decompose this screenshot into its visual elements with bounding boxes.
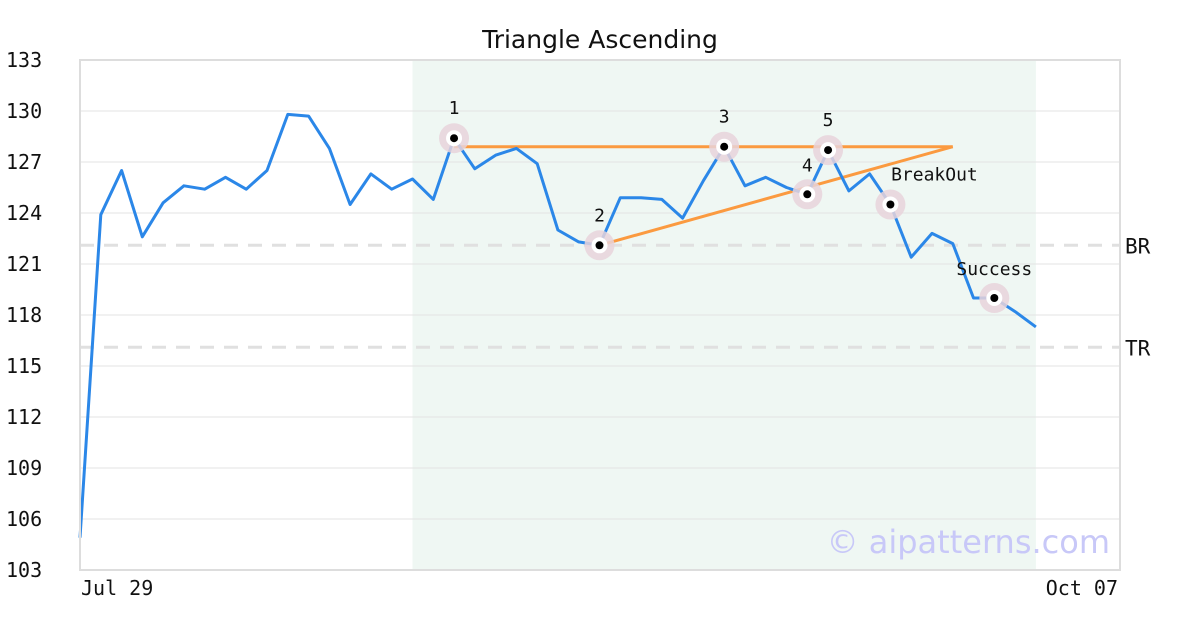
marker-dot <box>824 146 833 155</box>
marker-label: 2 <box>594 205 605 226</box>
level-label-tr: TR <box>1125 336 1151 360</box>
watermark: © aipatterns.com <box>827 523 1110 561</box>
y-tick-label: 118 <box>6 303 42 327</box>
y-tick-label: 133 <box>6 48 42 72</box>
y-tick-label: 112 <box>6 405 42 429</box>
marker-dot <box>450 134 459 143</box>
marker-dot <box>803 190 812 199</box>
plot-frame <box>79 59 1121 571</box>
y-tick-label: 109 <box>6 456 42 480</box>
y-tick-label: 124 <box>6 201 42 225</box>
y-tick-label: 121 <box>6 252 42 276</box>
y-tick-label: 127 <box>6 150 42 174</box>
marker-dot <box>886 200 895 209</box>
x-tick-label-start: Jul 29 <box>81 576 153 600</box>
x-tick-label-end: Oct 07 <box>1046 576 1118 600</box>
marker-label: BreakOut <box>891 165 978 186</box>
marker-label: Success <box>956 259 1032 280</box>
marker-dot <box>720 142 729 151</box>
marker-label: 5 <box>823 110 834 131</box>
y-tick-label: 103 <box>6 558 42 582</box>
level-label-br: BR <box>1125 234 1151 258</box>
chart-title: Triangle Ascending <box>481 25 718 54</box>
marker-dot <box>990 294 999 302</box>
marker-dot <box>595 241 604 250</box>
price-line <box>78 112 1037 538</box>
y-tick-label: 115 <box>6 354 42 378</box>
marker-label: 1 <box>449 98 460 119</box>
trendline <box>599 145 954 247</box>
marker-label: 4 <box>802 155 813 176</box>
marker-label: 3 <box>719 107 730 128</box>
y-tick-label: 130 <box>6 99 42 123</box>
y-tick-label: 106 <box>6 507 42 531</box>
